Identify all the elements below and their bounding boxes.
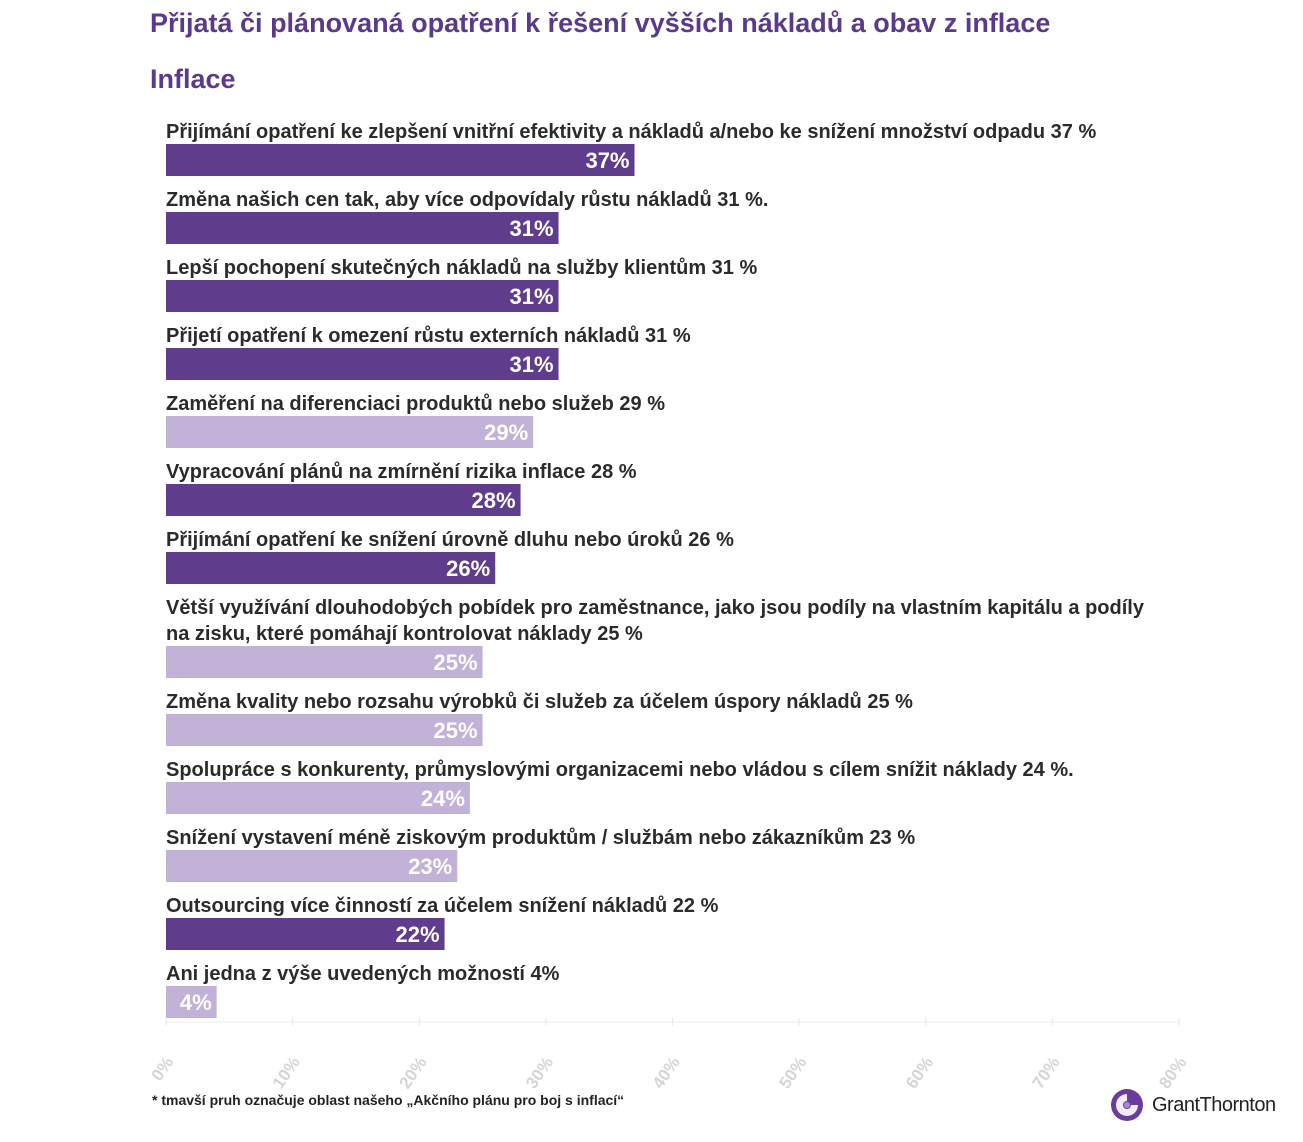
x-axis-tick-label: 70%: [1029, 1053, 1064, 1092]
category-label: Změna kvality nebo rozsahu výrobků či sl…: [166, 691, 913, 713]
bar-value-label: 29%: [484, 420, 528, 445]
bar: [166, 484, 521, 516]
bar-value-label: 4%: [180, 990, 212, 1015]
bar: [166, 918, 445, 950]
x-axis-tick-label: 40%: [649, 1053, 684, 1092]
x-axis-tick-label: 50%: [775, 1053, 810, 1092]
bar: [166, 280, 559, 312]
bar-value-label: 31%: [509, 216, 553, 241]
bar: [166, 212, 559, 244]
bar: [166, 348, 559, 380]
category-label: Větší využívání dlouhodobých pobídek pro…: [166, 597, 1145, 619]
bar-value-label: 28%: [472, 488, 516, 513]
category-label: Přijetí opatření k omezení růstu externí…: [166, 325, 691, 347]
bar-value-label: 24%: [421, 786, 465, 811]
category-label: Spolupráce s konkurenty, průmyslovými or…: [166, 759, 1074, 781]
category-label: Přijímání opatření ke snížení úrovně dlu…: [166, 529, 734, 551]
category-label: Přijímání opatření ke zlepšení vnitřní e…: [166, 121, 1096, 143]
chart-subtitle: Inflace: [150, 64, 236, 94]
x-axis-tick-label: 80%: [1155, 1053, 1190, 1092]
bar: [166, 552, 496, 584]
category-label: Ani jedna z výše uvedených možností 4%: [166, 963, 560, 985]
category-label: Lepší pochopení skutečných nákladů na sl…: [166, 257, 757, 279]
category-label: na zisku, které pomáhají kontrolovat nák…: [166, 623, 643, 645]
chart-title: Přijatá či plánovaná opatření k řešení v…: [150, 8, 1051, 38]
category-label: Vypracování plánů na zmírnění rizika inf…: [166, 461, 637, 483]
x-axis-tick-label: 10%: [269, 1053, 304, 1092]
category-label: Zaměření na diferenciaci produktů nebo s…: [166, 393, 665, 415]
bar-value-label: 23%: [408, 854, 452, 879]
bar: [166, 144, 635, 176]
bar-value-label: 25%: [434, 718, 478, 743]
bar: [166, 714, 483, 746]
footnote: * tmavší pruh označuje oblast našeho „Ak…: [152, 1092, 625, 1108]
category-label: Snížení vystavení méně ziskovým produktů…: [166, 827, 915, 849]
x-axis-tick-label: 0%: [148, 1053, 178, 1084]
x-axis-tick-label: 30%: [522, 1053, 557, 1092]
bar: [166, 646, 483, 678]
category-label: Outsourcing více činností za účelem sníž…: [166, 895, 719, 917]
bar-value-label: 25%: [434, 650, 478, 675]
bar-value-label: 31%: [509, 284, 553, 309]
grant-thornton-logo-icon: [1111, 1089, 1143, 1121]
x-axis-tick-label: 20%: [395, 1053, 430, 1092]
bar-value-label: 37%: [585, 148, 629, 173]
bar-value-label: 31%: [509, 352, 553, 377]
bar-value-label: 26%: [446, 556, 490, 581]
logo-text: GrantThornton: [1152, 1093, 1276, 1116]
grant-thornton-logo: GrantThornton: [1110, 1088, 1276, 1122]
x-axis-tick-label: 60%: [902, 1053, 937, 1092]
bar-value-label: 22%: [396, 922, 440, 947]
bar: [166, 782, 470, 814]
category-label: Změna našich cen tak, aby více odpovídal…: [166, 189, 768, 211]
bar: [166, 416, 534, 448]
bar: [166, 986, 217, 1018]
bar: [166, 850, 458, 882]
